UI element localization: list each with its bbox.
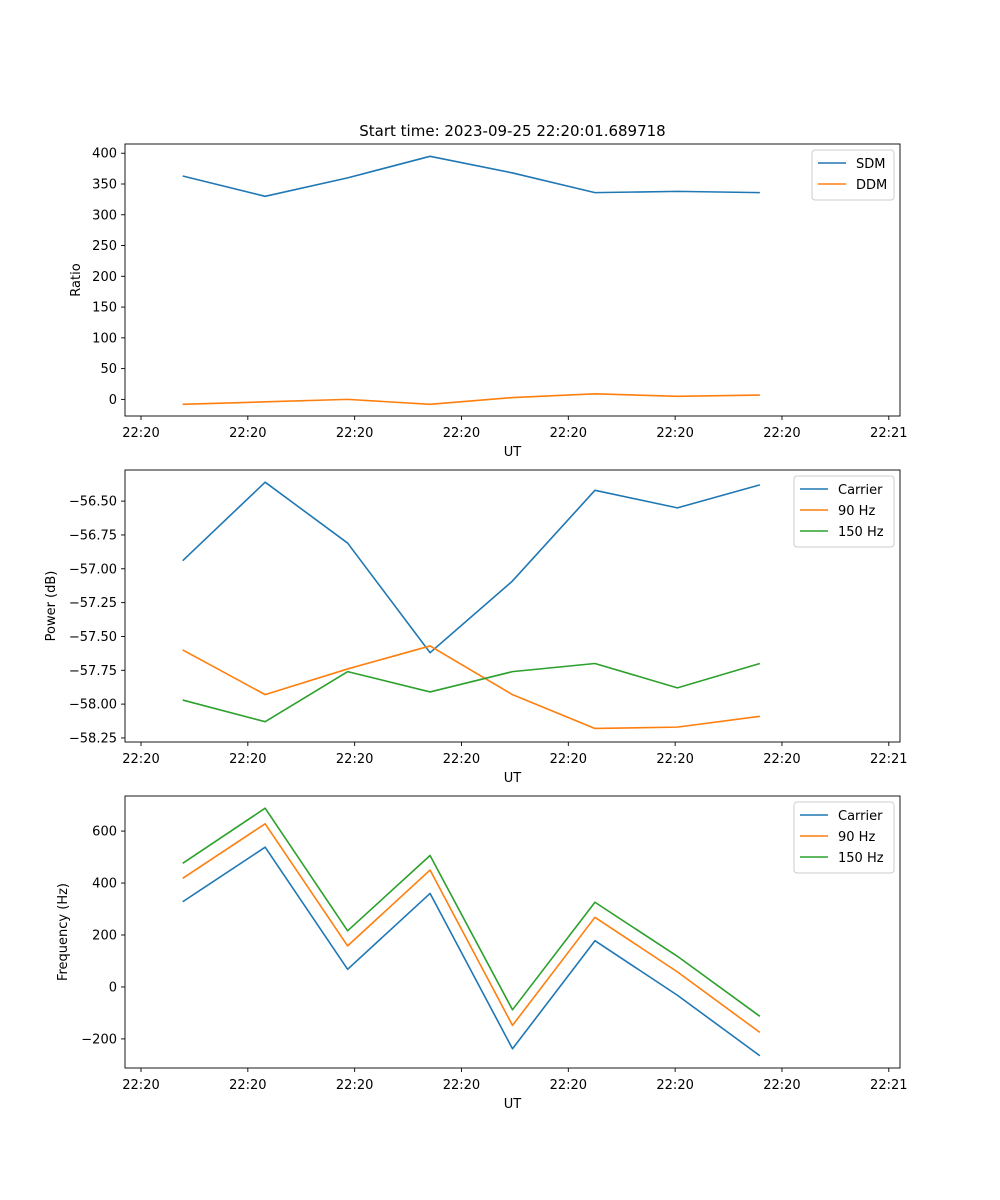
axes-frame: [124, 469, 901, 743]
legend-label: Carrier: [838, 483, 883, 498]
y-tick-label: −56.50: [69, 495, 117, 510]
legend-box: [793, 475, 895, 548]
x-tick-label: 22:20: [656, 752, 693, 767]
x-tick-label: 22:20: [229, 1078, 266, 1093]
x-tick-label: 22:21: [870, 426, 907, 441]
y-tick-label: 300: [92, 208, 117, 223]
chart-3: 22:20 22:20 22:20 22:20 22:20 22:20 22:20 22:21…: [56, 795, 908, 1112]
x-tick-label: 22:20: [550, 1078, 587, 1093]
y-tick-label: 600: [92, 825, 117, 840]
y-axis-label: Ratio: [69, 263, 84, 296]
axes-frame: [124, 795, 901, 1069]
chart-2: 22:20 22:20 22:20 22:20 22:20 22:20 22:20 22:21…: [44, 469, 908, 786]
legend: Carrier 90 Hz 150 Hz: [793, 475, 895, 548]
y-tick-label: −56.75: [69, 528, 117, 543]
legend-label: 90 Hz: [838, 830, 875, 845]
y-tick-label: 350: [92, 178, 117, 193]
y-axis-label: Power (dB): [44, 571, 59, 642]
y-tick-label: 0: [109, 393, 117, 408]
legend-label: Carrier: [838, 809, 883, 824]
y-tick-label: −58.00: [69, 698, 117, 713]
y-tick-label: 0: [109, 980, 117, 995]
legend-label: SDM: [856, 157, 885, 172]
y-tick-label: −57.50: [69, 630, 117, 645]
x-axis-label: UT: [504, 1097, 522, 1112]
x-tick-label: 22:20: [763, 1078, 800, 1093]
y-tick-label: −58.25: [69, 731, 117, 746]
y-tick-label: −200: [81, 1032, 117, 1047]
x-tick-label: 22:20: [336, 752, 373, 767]
x-tick-label: 22:20: [229, 752, 266, 767]
x-axis-label: UT: [504, 445, 522, 460]
x-tick-label: 22:20: [443, 752, 480, 767]
legend-label: 150 Hz: [838, 851, 884, 866]
x-axis-label: UT: [504, 771, 522, 786]
x-tick-label: 22:20: [336, 426, 373, 441]
legend: SDM DDM: [811, 149, 895, 201]
x-tick-label: 22:20: [443, 1078, 480, 1093]
x-tick-label: 22:20: [763, 426, 800, 441]
x-tick-label: 22:20: [336, 1078, 373, 1093]
legend: Carrier 90 Hz 150 Hz: [793, 801, 895, 874]
y-tick-label: 50: [100, 362, 117, 377]
legend-label: 150 Hz: [838, 525, 884, 540]
series-line-ddm: [182, 393, 760, 406]
series-line-90-hz: [182, 645, 760, 730]
series-line-carrier: [182, 481, 761, 654]
y-tick-label: 250: [92, 239, 117, 254]
x-tick-label: 22:21: [870, 1078, 907, 1093]
figure-title: Start time: 2023-09-25 22:20:01.689718: [359, 122, 665, 140]
x-tick-label: 22:20: [550, 426, 587, 441]
series-line-sdm: [182, 155, 760, 198]
y-tick-label: 200: [92, 928, 117, 943]
x-tick-label: 22:20: [229, 426, 266, 441]
series-line-150-hz: [182, 662, 761, 723]
x-tick-label: 22:20: [763, 752, 800, 767]
y-tick-label: 200: [92, 270, 117, 285]
legend-label: 90 Hz: [838, 504, 875, 519]
x-tick-label: 22:21: [870, 752, 907, 767]
x-tick-label: 22:20: [443, 426, 480, 441]
x-tick-label: 22:20: [122, 426, 159, 441]
y-axis-label: Frequency (Hz): [56, 883, 71, 981]
series-line-150-hz: [182, 807, 761, 1017]
legend-box: [793, 801, 895, 874]
y-tick-label: 400: [92, 877, 117, 892]
y-tick-label: −57.75: [69, 664, 117, 679]
x-tick-label: 22:20: [550, 752, 587, 767]
x-tick-label: 22:20: [656, 1078, 693, 1093]
y-tick-label: 100: [92, 331, 117, 346]
axes-frame: [124, 143, 901, 417]
x-tick-label: 22:20: [122, 1078, 159, 1093]
y-tick-label: 150: [92, 301, 117, 316]
y-tick-label: −57.25: [69, 596, 117, 611]
y-tick-label: 400: [92, 147, 117, 162]
chart-1: 22:20 22:20 22:20 22:20 22:20 22:20 22:20 22:21…: [69, 143, 908, 460]
y-tick-label: −57.00: [69, 562, 117, 577]
legend-label: DDM: [856, 178, 887, 193]
series-line-90-hz: [182, 822, 761, 1034]
x-tick-label: 22:20: [122, 752, 159, 767]
x-tick-label: 22:20: [656, 426, 693, 441]
charts-container: 22:20 22:20 22:20 22:20 22:20 22:20 22:20 22:21…: [44, 143, 908, 1112]
series-line-carrier: [182, 846, 761, 1057]
